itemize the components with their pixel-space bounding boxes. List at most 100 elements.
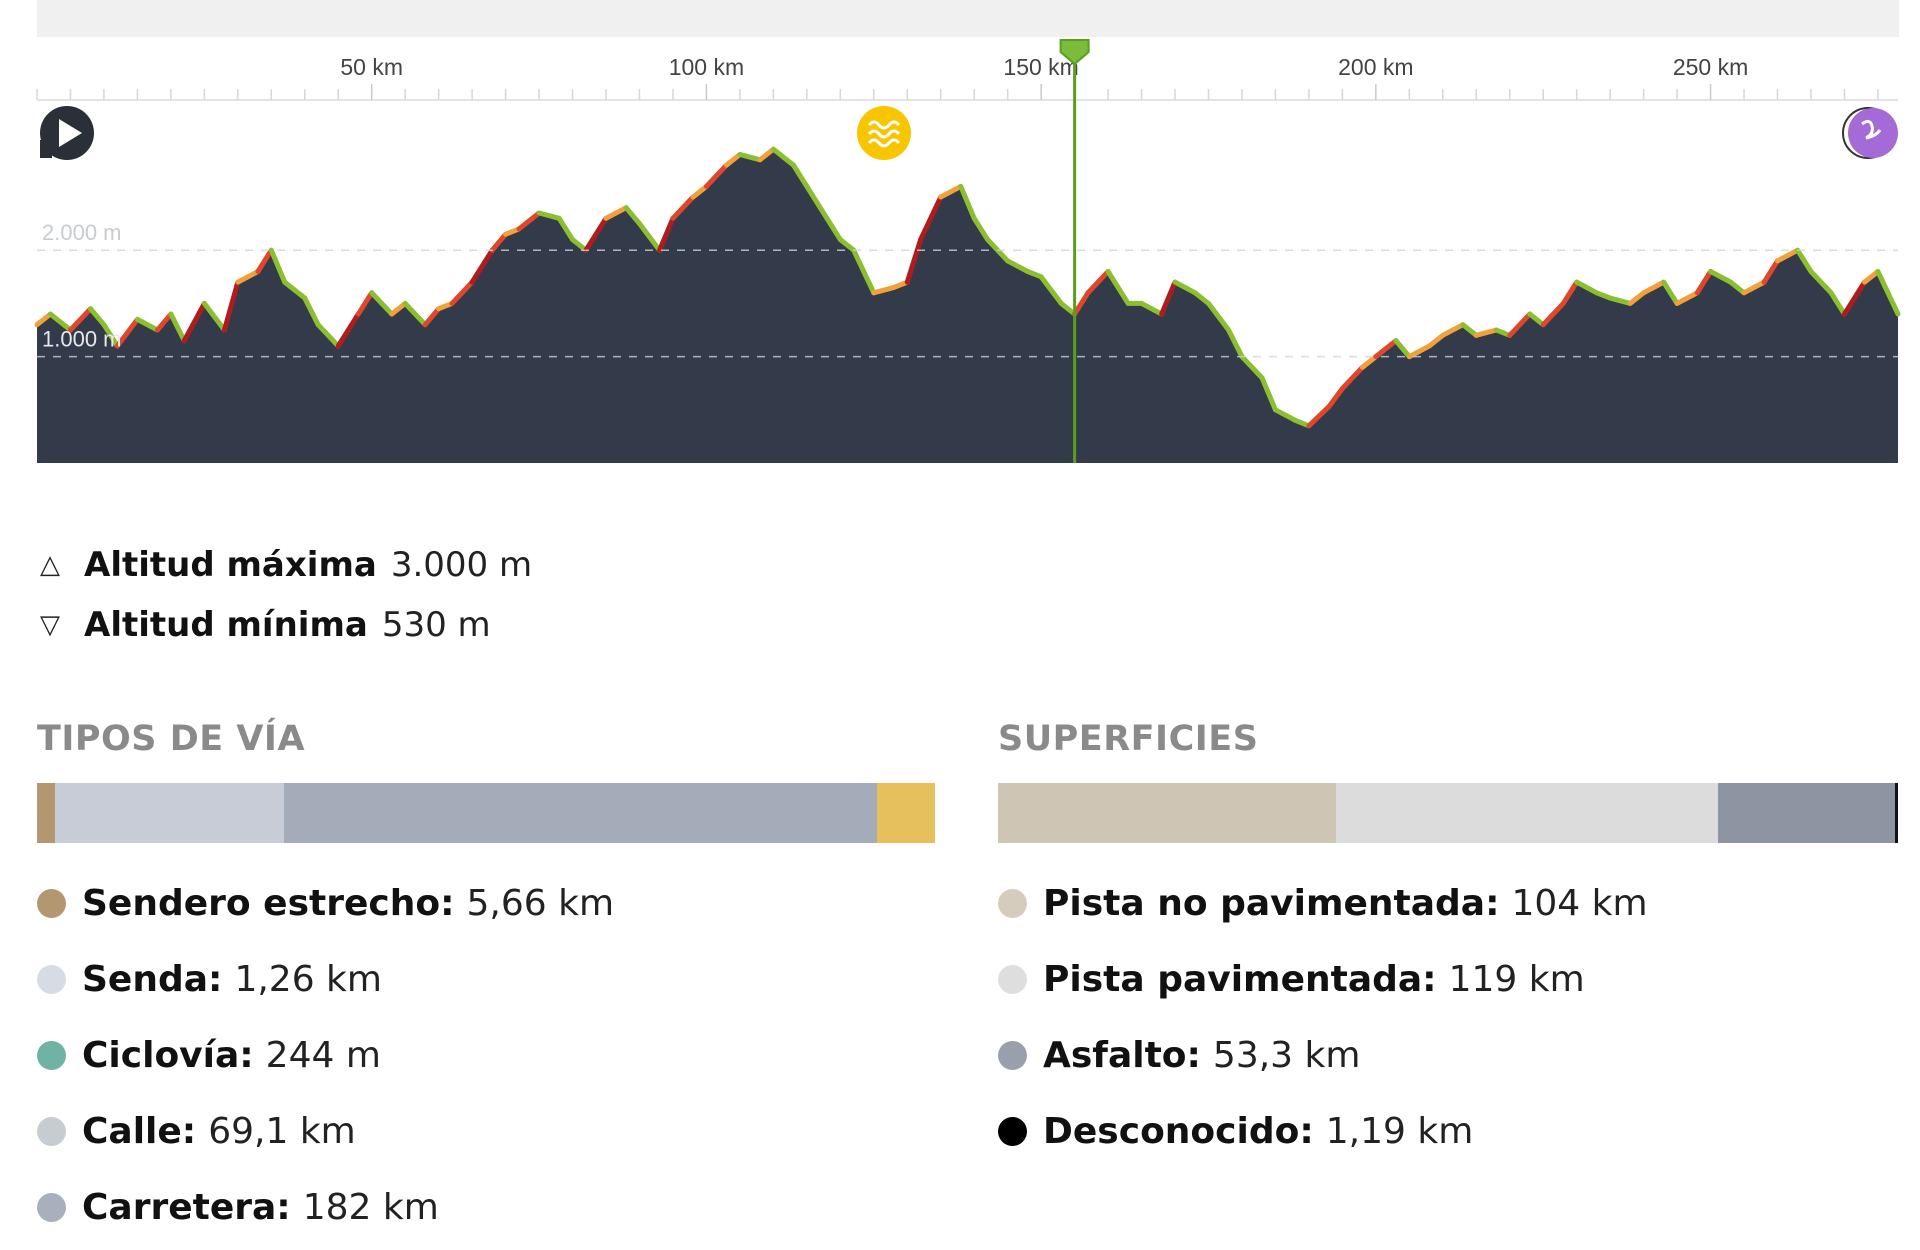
gradient-segment: [315, 322, 341, 349]
surface-bar-segment[interactable]: [1718, 783, 1896, 843]
gradient-segment: [1172, 279, 1198, 296]
gradient-segment: [757, 146, 776, 163]
min-altitude-value: 530 m: [381, 605, 491, 645]
road-type-legend-label: Calle:: [82, 1110, 197, 1152]
gradient-segment: [583, 215, 609, 253]
water-icon[interactable]: [857, 106, 911, 160]
x-tick-label: 50 km: [340, 54, 403, 80]
gradient-segment: [422, 306, 442, 328]
gradient-segment: [1607, 295, 1633, 306]
gradient-segment: [1507, 311, 1533, 338]
gradient-segment: [536, 210, 562, 221]
gradient-segment: [1239, 354, 1265, 381]
gradient-segment: [168, 311, 187, 344]
road-type-legend-item: Calle: 69,1 km: [37, 1093, 935, 1169]
gradient-segment: [1708, 269, 1734, 285]
cursor-handle[interactable]: [1059, 39, 1090, 66]
position-cursor[interactable]: [1059, 39, 1090, 463]
road-type-legend-value: 1,26 km: [234, 958, 382, 1000]
gradient-segment: [1775, 247, 1801, 264]
gradient-segment: [737, 151, 763, 163]
gradient-segment: [489, 231, 509, 253]
gradient-segment: [268, 247, 288, 285]
gradient-segment: [1085, 269, 1111, 296]
max-altitude-value: 3.000 m: [390, 545, 533, 585]
gradient-segment: [1795, 247, 1814, 274]
gradient-segment: [1272, 407, 1299, 423]
gradient-segment: [335, 311, 361, 349]
gradient-segment: [724, 151, 743, 168]
surface-legend-value: 119 km: [1448, 958, 1585, 1000]
gradient-segment: [837, 237, 857, 253]
gradient-segment: [355, 290, 375, 317]
surface-bar-segment[interactable]: [1335, 783, 1718, 843]
surface-legend-item: Pista pavimentada: 119 km: [998, 941, 1898, 1017]
play-icon[interactable]: [40, 106, 94, 160]
gradient-segment: [1359, 354, 1379, 370]
gradient-segment: [1641, 279, 1667, 296]
gradient-segment: [1694, 269, 1714, 296]
surface-bar-segment[interactable]: [998, 783, 1336, 843]
gradient-segment: [1875, 269, 1901, 317]
road-type-bar-segment[interactable]: [876, 783, 935, 843]
gradient-segment: [556, 215, 576, 243]
x-tick-label: 250 km: [1673, 54, 1748, 80]
road-type-legend-value: 182 km: [302, 1186, 439, 1228]
gradient-segment: [516, 210, 542, 232]
road-type-bar-segment[interactable]: [54, 783, 284, 843]
gradient-segment: [369, 290, 395, 317]
surface-legend-value: 1,19 km: [1325, 1110, 1474, 1152]
gradient-segment: [1192, 290, 1211, 306]
altitude-grid-label: 2.000 m: [42, 220, 122, 245]
road-type-legend-value: 5,66 km: [466, 882, 615, 924]
road-type-bar-segment[interactable]: [37, 783, 55, 843]
road-type-bar-segment[interactable]: [283, 783, 877, 843]
gradient-segment: [469, 247, 495, 285]
road-type-legend-label: Sendero estrecho:: [82, 882, 455, 924]
gradient-segment: [703, 162, 730, 189]
gradient-segment: [871, 284, 897, 296]
gradient-segment: [1574, 279, 1600, 296]
gradient-segment: [1761, 258, 1781, 285]
gradient-segment: [636, 221, 663, 253]
gradient-segment: [1728, 279, 1747, 296]
road-type-legend-item: Ciclovía: 244 m: [37, 1017, 935, 1093]
altitude-grid-label: 1.000 m: [42, 327, 122, 352]
gradient-segment: [1440, 322, 1466, 338]
gradient-segment: [88, 306, 107, 328]
gradient-segment: [1306, 404, 1332, 429]
gradient-segment: [389, 300, 408, 317]
gradient-segment: [101, 322, 120, 349]
surfaces-bar[interactable]: [998, 783, 1898, 843]
altitude-grid: 2.000 m 1.000 m: [37, 220, 1898, 358]
gradient-segment: [134, 316, 160, 333]
gradient-segment: [770, 146, 796, 168]
finish-icon[interactable]: [1842, 107, 1898, 159]
surface-legend-value: 53,3 km: [1212, 1034, 1361, 1076]
road-types-bar[interactable]: [37, 783, 935, 843]
road-types-legend: Sendero estrecho: 5,66 km Senda: 1,26 km Cic…: [37, 865, 935, 1245]
min-altitude-label: Altitud mínima: [84, 605, 368, 645]
gradient-segment: [670, 194, 696, 221]
gradient-segment: [1005, 258, 1031, 274]
surface-legend-label: Pista pavimentada:: [1043, 958, 1437, 1000]
gradient-segment: [1205, 300, 1232, 333]
profile-header-strip: [37, 0, 1899, 37]
gradient-segment: [1159, 279, 1178, 317]
gradient-segment: [1226, 327, 1245, 360]
gradient-segment: [34, 311, 53, 328]
elevation-profile-chart[interactable]: 50 km 100 km 150 km 200 km 250 km 2.000 m 1.0…: [0, 0, 1920, 480]
road-type-legend-item: Sendero estrecho: 5,66 km: [37, 865, 935, 941]
legend-dot-icon: [998, 1116, 1027, 1146]
road-type-legend-value: 69,1 km: [208, 1110, 356, 1152]
gradient-segment: [402, 300, 428, 328]
distance-axis-labels: 50 km 100 km 150 km 200 km 250 km: [340, 54, 1748, 80]
gradient-segment: [67, 306, 94, 333]
gradient-segment: [181, 300, 207, 344]
gradient-segment: [824, 215, 843, 243]
road-type-legend-label: Senda:: [82, 958, 223, 1000]
min-altitude-row: ▽ Altitud mínima 530 m: [40, 595, 532, 655]
gradient-segment: [1540, 300, 1566, 328]
surface-bar-segment[interactable]: [1895, 783, 1898, 843]
surfaces-legend: Pista no pavimentada: 104 km Pista pavimen…: [998, 865, 1898, 1169]
